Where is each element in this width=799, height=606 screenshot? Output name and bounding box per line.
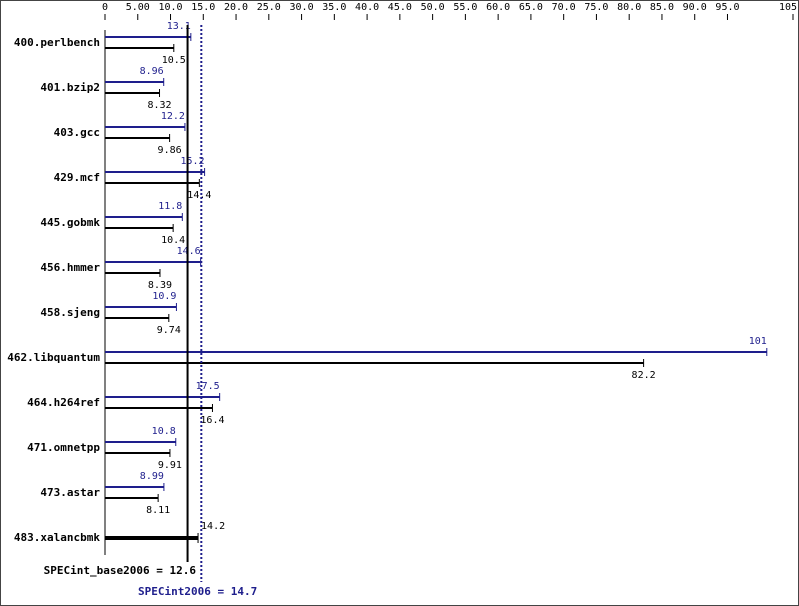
value-label: 10.8 bbox=[152, 426, 176, 437]
x-tick-label: 105 bbox=[779, 2, 797, 13]
bar bbox=[105, 407, 213, 409]
bar bbox=[105, 396, 220, 398]
value-label: 17.5 bbox=[196, 381, 220, 392]
value-label: 8.11 bbox=[146, 505, 170, 516]
x-tick-label: 80.0 bbox=[617, 2, 641, 13]
x-tick-label: 10.0 bbox=[158, 2, 182, 13]
category-label: 464.h264ref bbox=[27, 396, 100, 409]
x-tick-label: 5.00 bbox=[126, 2, 150, 13]
value-label: 8.32 bbox=[147, 100, 171, 111]
value-label: 8.99 bbox=[140, 471, 164, 482]
value-label: 14.6 bbox=[177, 246, 201, 257]
value-label: 82.2 bbox=[632, 370, 656, 381]
category-label: 445.gobmk bbox=[40, 216, 100, 229]
x-tick-label: 90.0 bbox=[683, 2, 707, 13]
bar bbox=[105, 261, 201, 263]
value-label: 9.91 bbox=[158, 460, 182, 471]
bar bbox=[105, 317, 169, 319]
value-label: 16.4 bbox=[200, 415, 224, 426]
category-label: 401.bzip2 bbox=[40, 81, 100, 94]
value-label: 15.2 bbox=[181, 156, 205, 167]
category-label: 458.sjeng bbox=[40, 306, 100, 319]
category-label: 471.omnetpp bbox=[27, 441, 100, 454]
value-label: 13.1 bbox=[167, 21, 191, 32]
bar bbox=[105, 81, 164, 83]
value-label: 12.2 bbox=[161, 111, 185, 122]
category-label: 400.perlbench bbox=[14, 36, 100, 49]
bar bbox=[105, 47, 174, 49]
bar bbox=[105, 137, 170, 139]
value-label: 14.2 bbox=[201, 521, 225, 532]
bar bbox=[105, 306, 177, 308]
category-label: 473.astar bbox=[40, 486, 100, 499]
value-label: 14.4 bbox=[187, 190, 211, 201]
category-label: 429.mcf bbox=[54, 171, 100, 184]
bar bbox=[105, 216, 183, 218]
value-label: 8.96 bbox=[140, 66, 164, 77]
x-tick-label: 30.0 bbox=[290, 2, 314, 13]
value-label: 9.74 bbox=[157, 325, 181, 336]
x-tick-label: 65.0 bbox=[519, 2, 543, 13]
value-label: 11.8 bbox=[158, 201, 182, 212]
bar bbox=[105, 36, 191, 38]
bar bbox=[105, 362, 644, 364]
bar bbox=[105, 536, 199, 540]
x-tick-label: 60.0 bbox=[486, 2, 510, 13]
x-tick-label: 70.0 bbox=[552, 2, 576, 13]
x-tick-label: 55.0 bbox=[453, 2, 477, 13]
base-score-label: SPECint_base2006 = 12.6 bbox=[44, 564, 197, 577]
x-tick-label: 75.0 bbox=[584, 2, 608, 13]
x-tick-label: 15.0 bbox=[191, 2, 215, 13]
bar bbox=[105, 126, 185, 128]
x-tick-label: 50.0 bbox=[421, 2, 445, 13]
value-label: 10.4 bbox=[161, 235, 185, 246]
x-tick-label: 45.0 bbox=[388, 2, 412, 13]
category-label: 456.hmmer bbox=[40, 261, 100, 274]
x-tick-label: 35.0 bbox=[322, 2, 346, 13]
x-tick-label: 0 bbox=[102, 2, 108, 13]
value-label: 10.9 bbox=[152, 291, 176, 302]
bar bbox=[105, 92, 160, 94]
value-label: 101 bbox=[749, 336, 767, 347]
bar bbox=[105, 441, 176, 443]
x-tick-label: 85.0 bbox=[650, 2, 674, 13]
value-label: 9.86 bbox=[158, 145, 182, 156]
value-label: 8.39 bbox=[148, 280, 172, 291]
x-tick-label: 25.0 bbox=[257, 2, 281, 13]
value-label: 10.5 bbox=[162, 55, 186, 66]
category-label: 462.libquantum bbox=[7, 351, 100, 364]
category-label: 483.xalancbmk bbox=[14, 531, 100, 544]
bar bbox=[105, 272, 160, 274]
x-tick-label: 40.0 bbox=[355, 2, 379, 13]
peak-score-label: SPECint2006 = 14.7 bbox=[138, 585, 257, 598]
bar bbox=[105, 497, 159, 499]
x-tick-label: 95.0 bbox=[715, 2, 739, 13]
bar bbox=[105, 171, 205, 173]
bar bbox=[105, 351, 767, 353]
bar bbox=[105, 452, 170, 454]
bar bbox=[105, 182, 200, 184]
bar bbox=[105, 227, 174, 229]
category-label: 403.gcc bbox=[54, 126, 100, 139]
x-tick-label: 20.0 bbox=[224, 2, 248, 13]
bar bbox=[105, 486, 164, 488]
